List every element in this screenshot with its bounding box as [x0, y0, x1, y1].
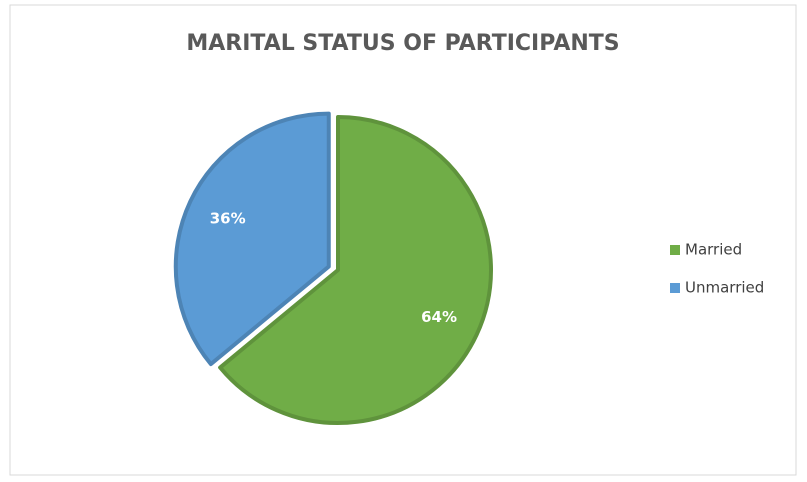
pie-slice	[218, 115, 493, 425]
chart-title: MARITAL STATUS OF PARTICIPANTS	[186, 31, 619, 56]
data-label: 64%	[421, 308, 457, 326]
legend-label: Married	[685, 241, 742, 259]
legend-swatch	[670, 283, 680, 293]
legend-label: Unmarried	[685, 279, 764, 297]
data-label: 36%	[210, 210, 246, 228]
pie-slice	[173, 111, 331, 367]
legend-swatch	[670, 245, 680, 255]
